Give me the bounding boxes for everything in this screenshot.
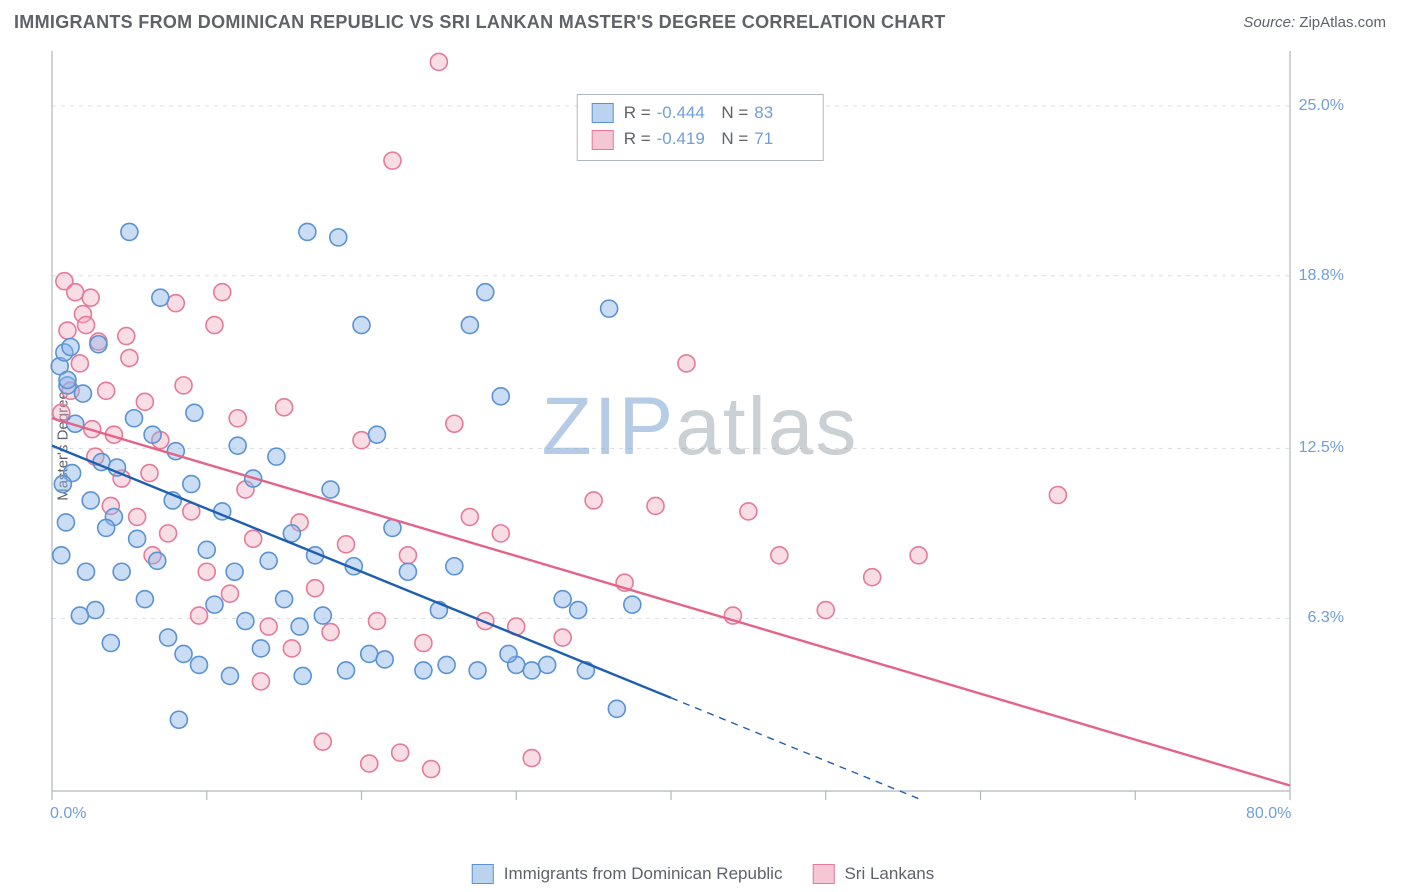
legend-stats: R =-0.419 N =71 bbox=[624, 126, 809, 152]
legend-swatch bbox=[592, 103, 614, 123]
y-tick-label: 18.8% bbox=[1299, 267, 1344, 285]
y-tick-label: 6.3% bbox=[1308, 609, 1344, 627]
series-name: Sri Lankans bbox=[844, 864, 934, 884]
series-legend-item: Immigrants from Dominican Republic bbox=[472, 864, 783, 884]
series-legend: Immigrants from Dominican Republic Sri La… bbox=[472, 864, 934, 884]
legend-swatch bbox=[592, 130, 614, 150]
y-tick-label: 25.0% bbox=[1299, 97, 1344, 115]
legend-stats: R =-0.444 N =83 bbox=[624, 100, 809, 126]
legend-swatch bbox=[472, 864, 494, 884]
x-axis-min-label: 0.0% bbox=[50, 805, 86, 823]
correlation-legend-row: R =-0.419 N =71 bbox=[592, 126, 809, 152]
source-label: Source: bbox=[1243, 14, 1299, 31]
series-legend-item: Sri Lankans bbox=[812, 864, 934, 884]
source-attribution: Source: ZipAtlas.com bbox=[1243, 14, 1386, 31]
correlation-legend-row: R =-0.444 N =83 bbox=[592, 100, 809, 126]
scatter-chart-svg bbox=[50, 45, 1350, 825]
chart-area: ZIPatlas R =-0.444 N =83R =-0.419 N =71 … bbox=[50, 45, 1350, 825]
source-value: ZipAtlas.com bbox=[1299, 14, 1386, 31]
y-tick-label: 12.5% bbox=[1299, 439, 1344, 457]
chart-title: IMMIGRANTS FROM DOMINICAN REPUBLIC VS SR… bbox=[14, 12, 946, 33]
x-axis-max-label: 80.0% bbox=[1246, 805, 1291, 823]
correlation-legend: R =-0.444 N =83R =-0.419 N =71 bbox=[577, 94, 824, 161]
legend-swatch bbox=[812, 864, 834, 884]
series-name: Immigrants from Dominican Republic bbox=[504, 864, 783, 884]
